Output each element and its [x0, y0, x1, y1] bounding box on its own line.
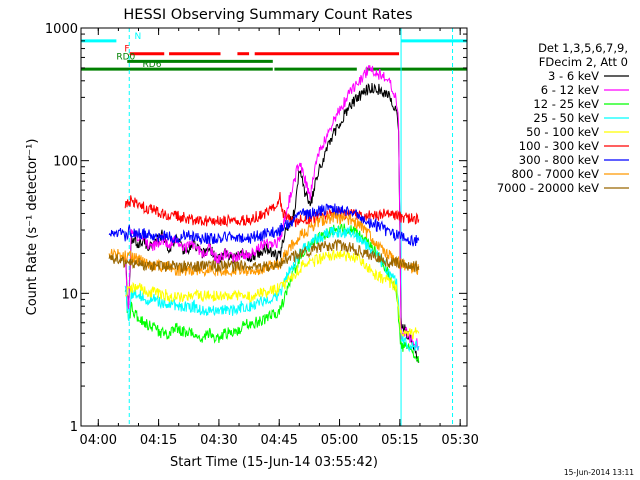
- timestamp: 15-Jun-2014 13:11: [564, 468, 634, 477]
- series-line: [108, 238, 420, 274]
- chart-title: HESSI Observing Summary Count Rates: [123, 7, 412, 23]
- state-bar-label: N: [134, 32, 141, 42]
- legend-entry-label: 25 - 50 keV: [533, 111, 599, 125]
- legend-entry-label: 6 - 12 keV: [541, 83, 599, 97]
- x-tick-label: 05:00: [321, 433, 358, 448]
- series-lines: [108, 65, 420, 364]
- x-tick-label: 04:00: [80, 433, 117, 448]
- x-tick-label: 05:15: [381, 433, 418, 448]
- legend-entry-label: 50 - 100 keV: [526, 125, 599, 139]
- y-axis-label: Count Rate (s⁻¹ detector⁻¹): [25, 139, 40, 316]
- y-tick-label: 1000: [45, 22, 78, 37]
- axes: 04:00 04:15 04:30 04:45 05:00 05:15 05:30 1 10 10…: [45, 22, 479, 448]
- series-line: [124, 191, 420, 228]
- legend: Det 1,3,5,6,7,9,FDecim 2, Att 03 - 6 keV…: [497, 41, 629, 195]
- plot-frame: [80, 27, 468, 427]
- series-line: [124, 249, 420, 340]
- legend-entry-label: 100 - 300 keV: [519, 139, 599, 153]
- legend-entry-label: 300 - 800 keV: [519, 153, 599, 167]
- y-tick-label: 10: [61, 287, 78, 302]
- series-line: [108, 211, 420, 278]
- y-tick-label: 1: [70, 420, 78, 435]
- state-bar-label: F: [124, 45, 129, 55]
- x-tick-label: 04:15: [140, 433, 177, 448]
- legend-entry-label: 800 - 7000 keV: [511, 167, 599, 181]
- legend-entry-label: 3 - 6 keV: [548, 69, 599, 83]
- state-bar-label: RD6: [143, 60, 162, 70]
- state-bar-label: RD0: [116, 52, 135, 62]
- x-tick-label: 04:45: [260, 433, 297, 448]
- legend-entry-label: 12 - 25 keV: [533, 97, 599, 111]
- y-tick-label: 100: [53, 155, 78, 170]
- series-line: [108, 203, 420, 247]
- x-tick-label: 05:30: [441, 433, 478, 448]
- series-line: [124, 82, 420, 364]
- x-tick-label: 04:30: [200, 433, 237, 448]
- legend-header: FDecim 2, Att 0: [539, 55, 628, 69]
- legend-header: Det 1,3,5,6,7,9,: [538, 41, 628, 55]
- legend-entry-label: 7000 - 20000 keV: [497, 181, 599, 195]
- x-axis-label: Start Time (15-Jun-14 03:55:42): [170, 455, 378, 470]
